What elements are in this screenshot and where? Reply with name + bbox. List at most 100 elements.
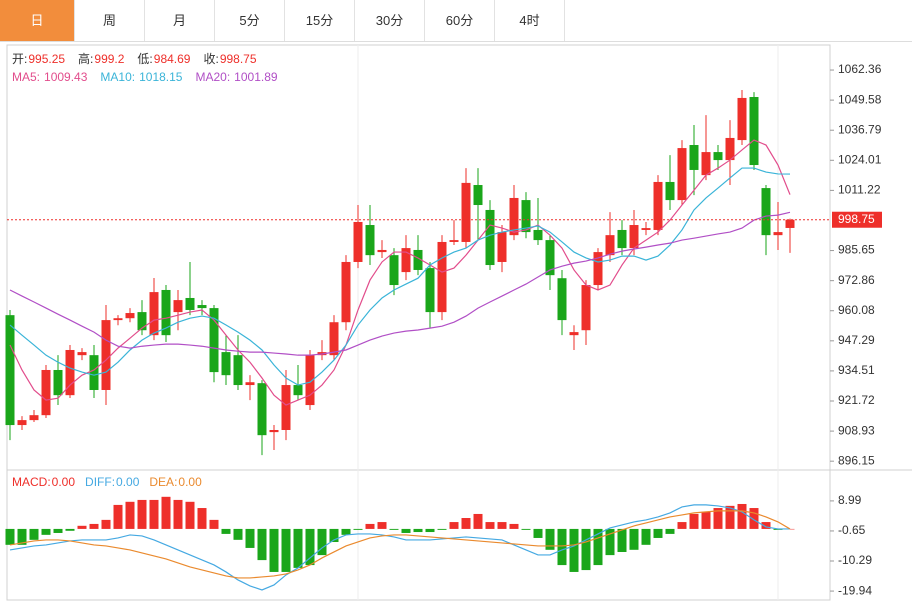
macd-bar bbox=[245, 528, 255, 548]
macd-bar bbox=[305, 528, 315, 566]
candle-body bbox=[185, 297, 195, 310]
legend-name: DEA: bbox=[149, 475, 177, 489]
candle-body bbox=[389, 255, 399, 286]
candle-body bbox=[5, 315, 15, 426]
candle-body bbox=[737, 97, 747, 141]
macd-bar bbox=[365, 523, 375, 529]
candle-body bbox=[689, 145, 699, 170]
ohlc-value: 995.25 bbox=[28, 52, 65, 66]
y-tick-label: 908.93 bbox=[838, 423, 875, 437]
macd-bar bbox=[593, 528, 603, 566]
macd-bar bbox=[353, 528, 363, 530]
candle-body bbox=[365, 225, 375, 256]
candle-body bbox=[617, 229, 627, 249]
macd-bar bbox=[53, 528, 63, 533]
macd-bar bbox=[725, 505, 735, 529]
macd-bar bbox=[569, 528, 579, 572]
legend-value: 1018.15 bbox=[139, 70, 183, 84]
y-tick-label: 896.15 bbox=[838, 453, 875, 467]
macd-bar bbox=[233, 528, 243, 540]
candle-body bbox=[545, 240, 555, 276]
macd-line bbox=[9, 504, 790, 591]
macd-bar bbox=[269, 528, 279, 572]
candle-body bbox=[557, 278, 567, 321]
macd-bar bbox=[521, 528, 531, 530]
legend-name: DIFF: bbox=[85, 475, 115, 489]
period-tab[interactable]: 日 bbox=[0, 0, 75, 41]
candle-body bbox=[497, 232, 507, 262]
macd-bar bbox=[701, 511, 711, 529]
candle-body bbox=[629, 225, 639, 249]
macd-bar bbox=[749, 508, 759, 529]
macd-bar bbox=[557, 528, 567, 566]
ohlc-label: 高: bbox=[78, 51, 93, 66]
macd-bar bbox=[65, 528, 75, 531]
candle-body bbox=[233, 355, 243, 386]
candle-body bbox=[245, 382, 255, 386]
macd-bar bbox=[221, 528, 231, 534]
macd-bar bbox=[449, 522, 459, 529]
macd-bar bbox=[737, 503, 747, 529]
candle-body bbox=[713, 152, 723, 161]
legend-name: MA10: bbox=[100, 70, 135, 84]
legend-value: 0.00 bbox=[52, 475, 76, 489]
period-tab[interactable]: 周 bbox=[75, 0, 145, 41]
candle-body bbox=[41, 369, 51, 416]
y-tick-label: 960.08 bbox=[838, 303, 875, 317]
candle-body bbox=[293, 385, 303, 396]
macd-bar bbox=[5, 528, 15, 545]
ohlc-value: 999.2 bbox=[94, 52, 124, 66]
candle-body bbox=[257, 383, 267, 436]
period-tab[interactable]: 15分 bbox=[285, 0, 355, 41]
candle-body bbox=[269, 429, 279, 433]
y-tick-label: 1011.22 bbox=[838, 183, 881, 197]
period-tab[interactable]: 30分 bbox=[355, 0, 425, 41]
candle-body bbox=[677, 148, 687, 201]
macd-bar bbox=[545, 528, 555, 550]
candle-body bbox=[221, 352, 231, 376]
ohlc-value: 998.75 bbox=[220, 52, 257, 66]
candle-body bbox=[605, 235, 615, 256]
candle-body bbox=[569, 332, 579, 336]
macd-bar bbox=[581, 528, 591, 571]
candle-body bbox=[761, 188, 771, 236]
macd-bar bbox=[617, 528, 627, 552]
macd-bar bbox=[149, 499, 159, 529]
y-tick-label: -19.94 bbox=[838, 583, 872, 597]
macd-bar bbox=[293, 528, 303, 568]
period-tab[interactable]: 60分 bbox=[425, 0, 495, 41]
legend-name: MACD: bbox=[12, 475, 51, 489]
ma-line bbox=[9, 167, 791, 386]
macd-bar bbox=[317, 528, 327, 556]
macd-bar bbox=[641, 528, 651, 545]
period-tab[interactable]: 4时 bbox=[495, 0, 565, 41]
candle-body bbox=[305, 355, 315, 406]
legend-value: 1001.89 bbox=[234, 70, 278, 84]
candle-body bbox=[173, 300, 183, 313]
legend-name: MA20: bbox=[195, 70, 230, 84]
candle-body bbox=[341, 261, 351, 323]
macd-bar bbox=[17, 528, 27, 545]
candle-body bbox=[89, 355, 99, 390]
ohlc-label: 开: bbox=[12, 52, 27, 66]
candle-body bbox=[485, 209, 495, 266]
legend-value: 0.00 bbox=[178, 475, 202, 489]
ma-line bbox=[9, 211, 791, 356]
period-tab[interactable]: 5分 bbox=[215, 0, 285, 41]
candle-body bbox=[137, 312, 147, 331]
candle-body bbox=[77, 352, 87, 356]
ma-line bbox=[9, 139, 791, 406]
y-tick-label: -0.65 bbox=[838, 523, 866, 537]
macd-bar bbox=[389, 528, 399, 530]
macd-bar bbox=[425, 528, 435, 533]
candle-body bbox=[161, 289, 171, 336]
macd-bar bbox=[377, 522, 387, 529]
candle-body bbox=[509, 197, 519, 236]
period-tab[interactable]: 月 bbox=[145, 0, 215, 41]
y-tick-label: 1049.58 bbox=[838, 92, 882, 106]
candle-body bbox=[401, 248, 411, 273]
candle-body bbox=[593, 252, 603, 286]
candle-body bbox=[101, 320, 111, 390]
